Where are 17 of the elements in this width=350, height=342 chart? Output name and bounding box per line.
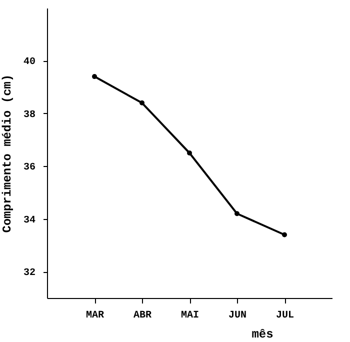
point [234,211,240,216]
y-tick-label: 40 [23,57,36,68]
y-tick-label: 32 [23,268,36,280]
x-tick-label: MAR [86,310,104,322]
x-tick-label: ABR [133,310,152,322]
y-tick-label: 34 [23,215,36,226]
x-tick-label: JUN [228,310,247,322]
x-axis-title: mês [252,328,274,342]
x-tick-label: JUL [276,310,294,322]
y-tick-label: 38 [23,110,36,121]
y-axis-title: Comprimento médio (cm) [0,74,14,233]
y-tick-label: 36 [23,162,36,174]
point [92,74,97,80]
point [187,150,192,156]
x-tick-label: MAI [180,310,200,322]
point [140,100,144,106]
point [282,232,287,238]
